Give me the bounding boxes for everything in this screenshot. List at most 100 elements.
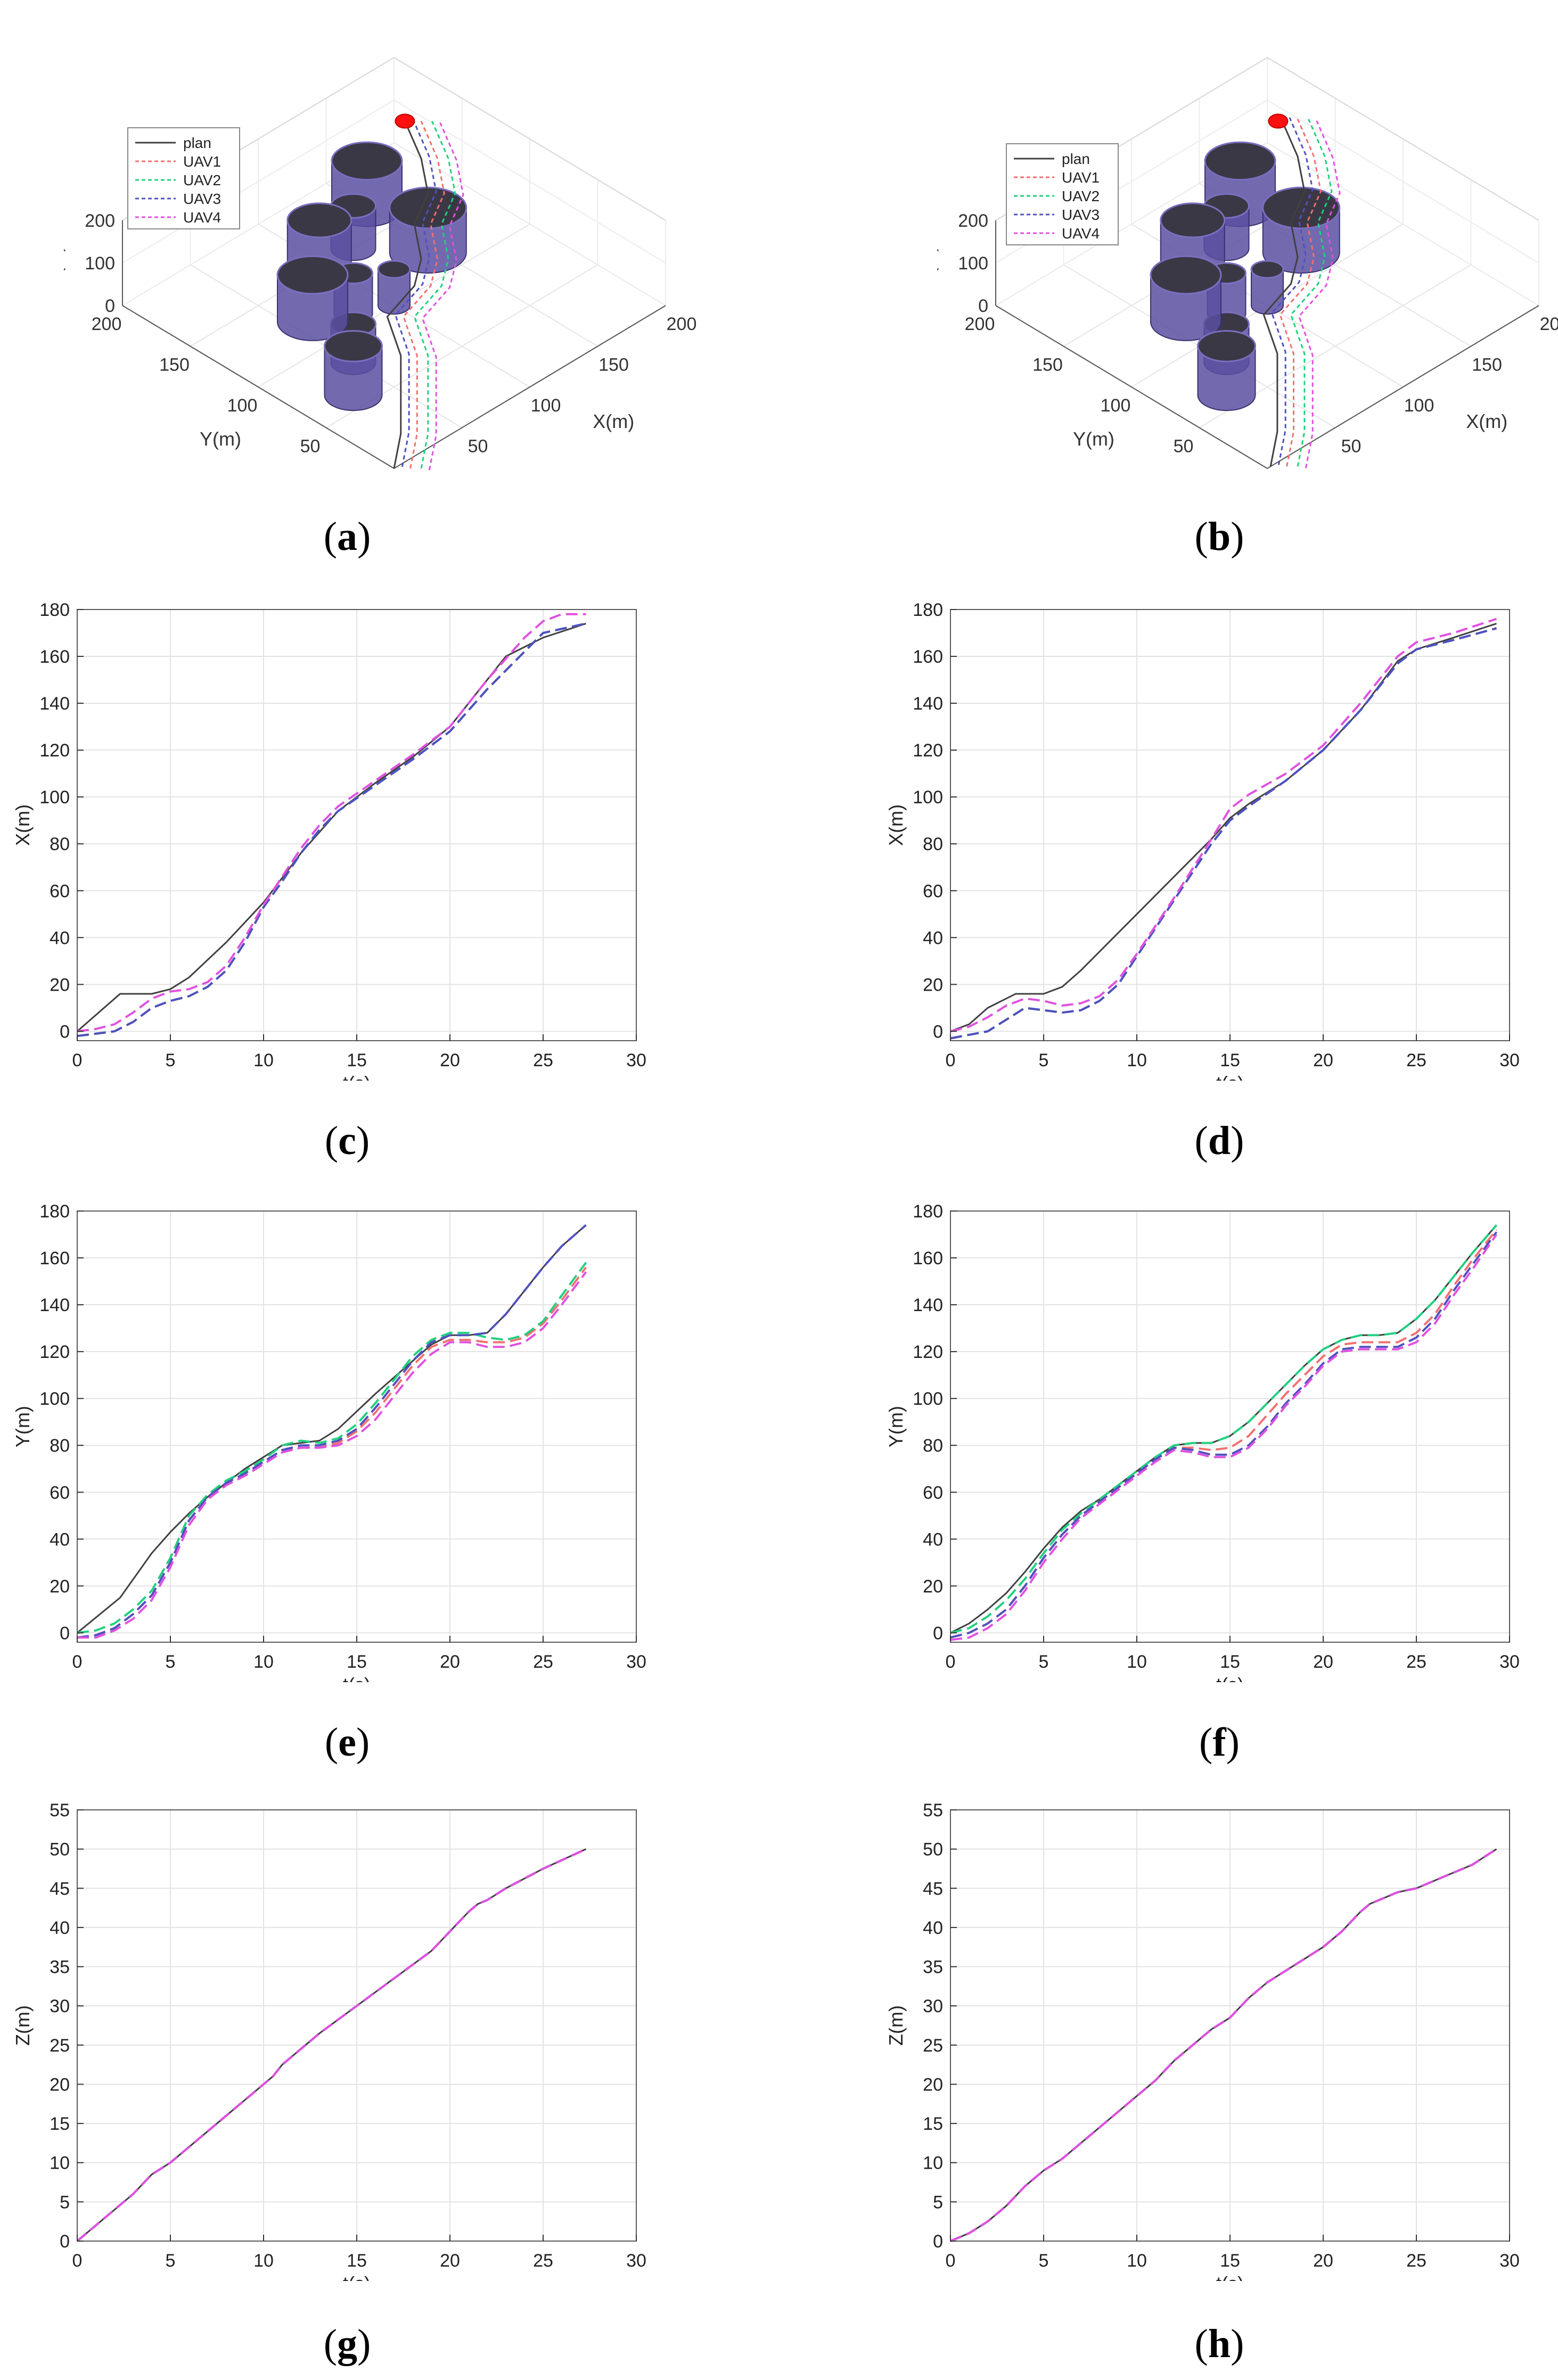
obstacle-cylinder	[324, 330, 383, 411]
chart-panel-g: 0 5 10 15 20 25 30 0 5 10 15 20 25 30 35 40 45 50 55 t(s) Z(…	[12, 1800, 646, 2281]
x-axis-label: t(s)	[343, 2272, 371, 2281]
panel-3d-a: 0501001502000501001502000100200X(m)Y(m)Z…	[64, 57, 697, 479]
tick-label-x: 5	[1039, 2251, 1049, 2271]
tick-label-x: 10	[253, 1652, 274, 1672]
z-tick-label: 0	[978, 296, 988, 316]
y-axis-label: X(m)	[885, 804, 907, 846]
tick-label-y: 160	[39, 647, 70, 667]
tick-label-y: 25	[50, 2036, 70, 2056]
tick-label-x: 0	[72, 1652, 83, 1672]
tick-label-x: 0	[946, 1050, 956, 1070]
tick-label-y: 15	[923, 2114, 943, 2134]
legend-label: UAV1	[1062, 169, 1100, 186]
path-plan	[1262, 119, 1306, 467]
obstacle-cylinder	[1197, 330, 1256, 411]
tick-label-y: 25	[923, 2036, 943, 2056]
tick-label-x: 30	[626, 1050, 646, 1070]
box-edge	[393, 57, 666, 221]
z-tick-label: 200	[85, 211, 115, 231]
tick-label-y: 120	[913, 1342, 943, 1362]
tick-label-y: 20	[923, 2074, 943, 2095]
obstacle-cylinder	[276, 255, 349, 341]
tick-label-y: 140	[913, 694, 943, 714]
chart-panel-c: 0 5 10 15 20 25 30 0 20 40 60 80 100 120 140 160 180 t(s)…	[12, 600, 646, 1081]
legend-label: plan	[1062, 151, 1090, 167]
caption-e: (e)	[324, 1720, 370, 1765]
tick-label-x: 25	[533, 2251, 553, 2271]
obstacle-cylinder	[1150, 255, 1222, 341]
tick-label-x: 25	[1406, 1652, 1426, 1672]
tick-label-y: 55	[923, 1800, 943, 1821]
tick-label-y: 80	[50, 1436, 70, 1456]
x-axis-label: t(s)	[1216, 1674, 1244, 1682]
tick-label-x: 10	[253, 2251, 274, 2271]
tick-label-y: 0	[933, 1623, 943, 1643]
path-uav3	[394, 119, 437, 467]
tick-label-y: 35	[923, 1957, 943, 1978]
tick-label-y: 120	[39, 1342, 70, 1362]
x-axis-line	[1267, 305, 1539, 469]
tick-label-x: 25	[533, 1652, 553, 1672]
tick-label-y: 120	[913, 740, 943, 761]
tick-label-x: 0	[72, 1050, 83, 1070]
tick-label-x: 10	[1127, 1050, 1147, 1070]
tick-label-y: 0	[933, 2231, 943, 2252]
y-tick-label: 150	[1032, 355, 1063, 375]
y-tick-label: 150	[159, 355, 190, 375]
tick-label-y: 160	[913, 647, 943, 667]
tick-label-x: 0	[946, 2251, 956, 2271]
path-uav1	[1279, 119, 1322, 467]
tick-label-y: 0	[60, 2231, 70, 2252]
tick-label-x: 15	[347, 1652, 367, 1672]
path-uav4	[421, 122, 464, 471]
x-axis-label: t(s)	[1216, 2272, 1244, 2281]
tick-label-y: 140	[913, 1295, 943, 1315]
tick-label-y: 20	[50, 1576, 70, 1596]
tick-label-y: 20	[923, 1576, 943, 1596]
caption-h: (h)	[1194, 2321, 1244, 2366]
x-tick-label: 100	[1404, 396, 1434, 416]
x-axis-label: X(m)	[593, 410, 634, 432]
tick-label-y: 5	[60, 2192, 70, 2212]
legend-label: UAV2	[1062, 188, 1100, 204]
tick-label-y: 60	[50, 1483, 70, 1503]
series-line-uav2	[950, 1224, 1498, 1634]
series-line-uav3	[950, 1231, 1498, 1639]
chart-panel-e: 0 5 10 15 20 25 30 0 20 40 60 80 100 120 140 160 180 t(s)…	[12, 1201, 646, 1682]
obstacle-cylinder	[1250, 260, 1284, 315]
x-tick-label: 0	[405, 477, 415, 479]
y-axis-line	[122, 305, 395, 469]
wall-grid-line	[1267, 142, 1539, 306]
tick-label-x: 20	[440, 2251, 460, 2271]
tick-label-y: 120	[39, 740, 70, 761]
tick-label-y: 40	[923, 928, 943, 948]
path-uav3	[1270, 117, 1314, 465]
tick-label-y: 60	[923, 881, 943, 901]
tick-label-y: 55	[50, 1800, 70, 1821]
x-axis-label: X(m)	[1466, 410, 1507, 432]
goal-marker	[395, 113, 415, 129]
series-line-uav4	[950, 1848, 1497, 2242]
tick-label-y: 140	[39, 694, 70, 714]
tick-label-x: 15	[1220, 2251, 1240, 2271]
x-tick-label: 200	[667, 314, 697, 334]
chart-panel-h: 0 5 10 15 20 25 30 0 5 10 15 20 25 30 35 40 45 50 55 t(s) Z(…	[885, 1800, 1520, 2281]
tick-label-x: 20	[1313, 1050, 1333, 1070]
tick-label-y: 35	[50, 1957, 70, 1978]
y-axis-label: X(m)	[12, 804, 34, 846]
z-tick-label: 100	[85, 253, 115, 274]
tick-label-x: 25	[1406, 2251, 1426, 2271]
y-tick-label: 50	[300, 437, 321, 457]
path-uav4	[1298, 120, 1341, 468]
box-edge	[1267, 57, 1539, 221]
y-tick-label: 0	[373, 477, 383, 479]
tick-label-x: 30	[626, 2251, 646, 2271]
tick-label-x: 30	[1499, 1050, 1520, 1070]
tick-label-x: 5	[1039, 1050, 1049, 1070]
x-tick-label: 100	[531, 396, 561, 416]
caption-b: (b)	[1194, 514, 1244, 559]
tick-label-y: 50	[923, 1840, 943, 1860]
tick-label-y: 160	[39, 1248, 70, 1269]
x-tick-label: 150	[1472, 355, 1502, 375]
tick-label-y: 60	[50, 881, 70, 901]
